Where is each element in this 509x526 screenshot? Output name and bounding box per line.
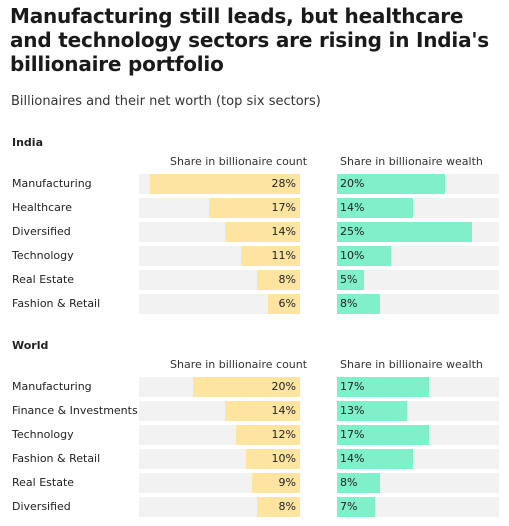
- wealth-bar: [337, 270, 364, 290]
- count-bar: [150, 174, 300, 194]
- column-header-count: Share in billionaire count: [170, 358, 308, 371]
- column-header-wealth: Share in billionaire wealth: [340, 155, 483, 168]
- category-label: Manufacturing: [12, 380, 92, 393]
- count-value-label: 8%: [278, 273, 296, 286]
- column-header-count: Share in billionaire count: [170, 155, 308, 168]
- wealth-bar: [337, 174, 445, 194]
- count-value-label: 8%: [278, 500, 296, 513]
- count-bar: [257, 497, 300, 517]
- wealth-value-label: 14%: [340, 201, 365, 214]
- count-value-label: 9%: [278, 476, 296, 489]
- wealth-track: [337, 497, 499, 517]
- wealth-value-label: 14%: [340, 452, 365, 465]
- count-value-label: 20%: [271, 380, 296, 393]
- category-label: Fashion & Retail: [12, 297, 101, 310]
- wealth-track: [337, 270, 499, 290]
- category-label: Real Estate: [12, 273, 75, 286]
- wealth-value-label: 17%: [340, 428, 365, 441]
- category-label: Fashion & Retail: [12, 452, 101, 465]
- wealth-bar: [337, 425, 429, 445]
- chart-subtitle: Billionaires and their net worth (top si…: [11, 94, 321, 109]
- chart-title: Manufacturing still leads, but healthcar…: [10, 4, 489, 76]
- count-value-label: 12%: [271, 428, 296, 441]
- count-bar: [246, 449, 300, 469]
- wealth-value-label: 17%: [340, 380, 365, 393]
- wealth-value-label: 20%: [340, 177, 365, 190]
- wealth-value-label: 8%: [340, 297, 358, 310]
- category-label: Healthcare: [12, 201, 72, 214]
- wealth-bar: [337, 198, 413, 218]
- category-label: Technology: [12, 428, 74, 441]
- count-bar: [193, 377, 300, 397]
- count-bar: [225, 222, 300, 242]
- category-label: Diversified: [12, 225, 71, 238]
- count-bar: [236, 425, 300, 445]
- count-value-label: 14%: [271, 404, 296, 417]
- wealth-bar: [337, 449, 413, 469]
- count-value-label: 28%: [271, 177, 296, 190]
- category-label: Real Estate: [12, 476, 75, 489]
- count-bar: [241, 246, 300, 266]
- wealth-value-label: 10%: [340, 249, 365, 262]
- category-label: Technology: [12, 249, 74, 262]
- wealth-value-label: 25%: [340, 225, 365, 238]
- wealth-bar: [337, 473, 380, 493]
- category-label: Finance & Investments: [12, 404, 138, 417]
- panel-label-world: World: [12, 339, 49, 352]
- wealth-value-label: 5%: [340, 273, 358, 286]
- category-label: Diversified: [12, 500, 71, 513]
- column-header-wealth: Share in billionaire wealth: [340, 358, 483, 371]
- wealth-value-label: 8%: [340, 476, 358, 489]
- category-label: Manufacturing: [12, 177, 92, 190]
- count-bar: [257, 270, 300, 290]
- count-bar: [225, 401, 300, 421]
- wealth-bar: [337, 377, 429, 397]
- wealth-bar: [337, 246, 391, 266]
- wealth-bar: [337, 401, 407, 421]
- count-bar: [252, 473, 300, 493]
- count-track: [139, 294, 300, 314]
- count-bar: [268, 294, 300, 314]
- wealth-value-label: 13%: [340, 404, 365, 417]
- wealth-value-label: 7%: [340, 500, 358, 513]
- count-value-label: 11%: [271, 249, 296, 262]
- count-value-label: 17%: [271, 201, 296, 214]
- count-value-label: 6%: [278, 297, 296, 310]
- wealth-bar: [337, 222, 472, 242]
- panel-label-india: India: [12, 136, 43, 149]
- count-value-label: 10%: [271, 452, 296, 465]
- wealth-bar: [337, 294, 380, 314]
- count-value-label: 14%: [271, 225, 296, 238]
- count-bar: [209, 198, 300, 218]
- wealth-bar: [337, 497, 375, 517]
